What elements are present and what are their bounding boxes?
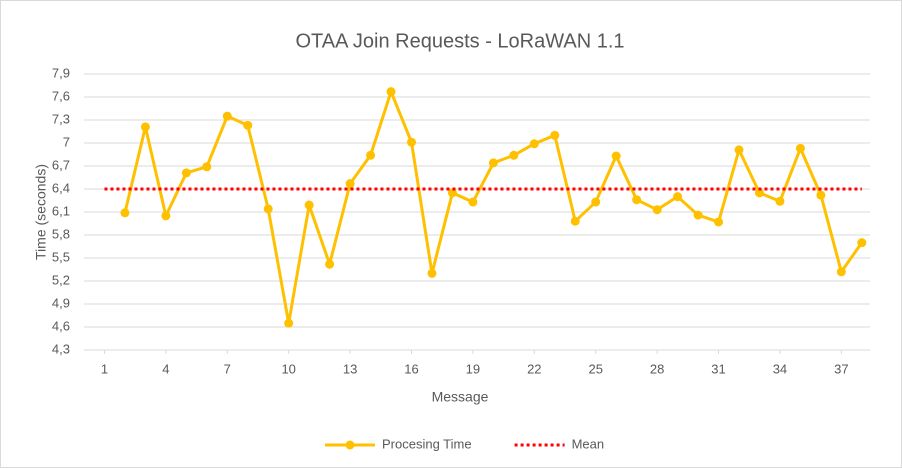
data-point xyxy=(734,145,744,155)
data-point xyxy=(550,130,560,140)
data-point xyxy=(181,168,191,178)
x-tick-label: 4 xyxy=(162,361,169,376)
chart-title: OTAA Join Requests - LoRaWAN 1.1 xyxy=(295,30,624,52)
data-point xyxy=(345,179,355,189)
y-tick-label: 7,6 xyxy=(52,88,70,103)
x-tick-label: 25 xyxy=(588,361,602,376)
data-point xyxy=(284,318,294,328)
y-axis-label: Time (seconds) xyxy=(33,164,49,260)
y-tick-label: 4,9 xyxy=(52,295,70,310)
data-point xyxy=(222,111,232,121)
y-tick-label: 6,1 xyxy=(52,203,70,218)
data-point xyxy=(468,197,478,207)
legend-label: Procesing Time xyxy=(382,436,472,451)
x-tick-label: 22 xyxy=(527,361,541,376)
data-point xyxy=(693,210,703,220)
data-point xyxy=(673,192,683,202)
y-tick-label: 4,3 xyxy=(52,341,70,356)
data-point xyxy=(161,211,171,221)
x-tick-label: 19 xyxy=(466,361,480,376)
x-tick-label: 34 xyxy=(773,361,787,376)
x-tick-label: 31 xyxy=(711,361,725,376)
x-tick-label: 28 xyxy=(650,361,664,376)
legend-label: Mean xyxy=(572,436,605,451)
y-tick-label: 5,5 xyxy=(52,249,70,264)
y-tick-label: 7,9 xyxy=(52,65,70,80)
data-point xyxy=(795,143,805,153)
x-tick-label: 7 xyxy=(224,361,231,376)
data-point xyxy=(775,196,785,206)
x-tick-label: 37 xyxy=(834,361,848,376)
data-point xyxy=(611,151,621,161)
legend-marker xyxy=(345,440,355,450)
x-axis-label: Message xyxy=(432,389,489,405)
data-point xyxy=(325,259,335,269)
x-tick-label: 16 xyxy=(404,361,418,376)
x-tick-label: 13 xyxy=(343,361,357,376)
data-point xyxy=(509,150,519,160)
data-point xyxy=(120,208,130,218)
y-tick-label: 5,8 xyxy=(52,226,70,241)
data-point xyxy=(243,120,253,130)
data-point xyxy=(591,197,601,207)
data-point xyxy=(857,238,867,248)
data-point xyxy=(529,139,539,149)
data-point xyxy=(754,188,764,198)
data-point xyxy=(836,267,846,277)
y-tick-label: 7 xyxy=(63,134,70,149)
data-point xyxy=(714,217,724,227)
data-point xyxy=(202,162,212,172)
data-point xyxy=(488,158,498,168)
data-point xyxy=(407,137,416,147)
data-point xyxy=(304,200,314,210)
data-point xyxy=(652,205,662,215)
data-point xyxy=(570,216,580,226)
y-tick-label: 5,2 xyxy=(52,272,70,287)
y-tick-label: 6,7 xyxy=(52,157,70,172)
y-tick-label: 7,3 xyxy=(52,111,70,126)
data-point xyxy=(140,122,150,132)
x-tick-label: 1 xyxy=(101,361,108,376)
y-tick-label: 6,4 xyxy=(52,180,70,195)
data-point xyxy=(386,87,396,97)
data-point xyxy=(816,190,826,200)
y-tick-label: 4,6 xyxy=(52,318,70,333)
data-point xyxy=(263,204,273,214)
data-point xyxy=(366,150,376,160)
x-tick-label: 10 xyxy=(281,361,295,376)
data-point xyxy=(447,188,457,198)
data-point xyxy=(427,268,437,278)
data-point xyxy=(632,195,642,205)
